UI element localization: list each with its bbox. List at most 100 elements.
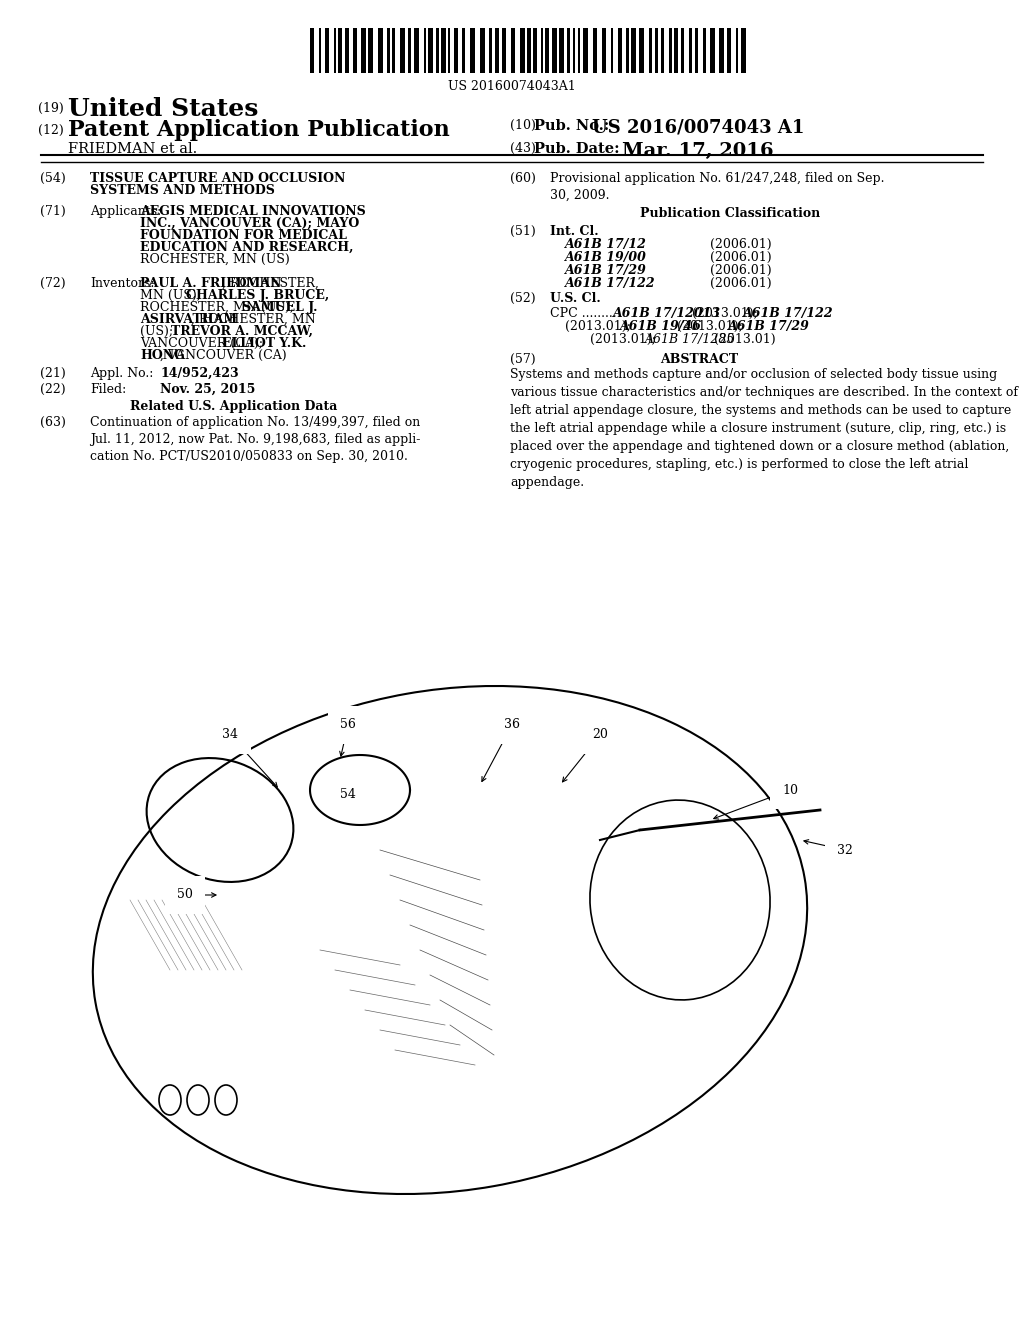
Bar	[573, 28, 575, 73]
Bar	[480, 28, 485, 73]
Text: TISSUE CAPTURE AND OCCLUSION: TISSUE CAPTURE AND OCCLUSION	[90, 172, 345, 185]
Bar	[695, 28, 698, 73]
Bar	[719, 28, 724, 73]
Text: ELLIOT Y.K.: ELLIOT Y.K.	[221, 337, 306, 350]
Text: 50: 50	[177, 888, 193, 902]
Text: ROCHESTER, MN (US);: ROCHESTER, MN (US);	[140, 301, 298, 314]
Text: 20: 20	[592, 729, 608, 742]
Text: Provisional application No. 61/247,248, filed on Sep.
30, 2009.: Provisional application No. 61/247,248, …	[550, 172, 885, 202]
Text: Systems and methods capture and/or occlusion of selected body tissue using vario: Systems and methods capture and/or occlu…	[510, 368, 1018, 488]
Text: (2006.01): (2006.01)	[710, 264, 772, 277]
Bar	[387, 28, 390, 73]
Text: US 2016/0074043 A1: US 2016/0074043 A1	[592, 119, 805, 137]
Text: (71): (71)	[40, 205, 66, 218]
Bar	[310, 28, 314, 73]
Bar	[319, 28, 321, 73]
Text: 32: 32	[837, 843, 853, 857]
Text: United States: United States	[68, 96, 258, 121]
Text: Related U.S. Application Data: Related U.S. Application Data	[130, 400, 337, 413]
Bar	[325, 28, 329, 73]
Bar	[378, 28, 383, 73]
Text: (2013.01);: (2013.01);	[688, 308, 762, 319]
Bar	[400, 28, 406, 73]
Text: (54): (54)	[40, 172, 66, 185]
Text: EDUCATION AND RESEARCH,: EDUCATION AND RESEARCH,	[140, 242, 353, 253]
Text: FOUNDATION FOR MEDICAL: FOUNDATION FOR MEDICAL	[140, 228, 347, 242]
Text: , ROCHESTER,: , ROCHESTER,	[221, 277, 318, 290]
Text: Inventors:: Inventors:	[90, 277, 155, 290]
Bar	[736, 28, 738, 73]
Text: (2006.01): (2006.01)	[710, 277, 772, 290]
Bar	[495, 28, 499, 73]
Bar	[611, 28, 613, 73]
Text: (57): (57)	[510, 352, 536, 366]
Bar	[462, 28, 465, 73]
Bar	[545, 28, 549, 73]
Text: (2013.01);: (2013.01);	[673, 319, 746, 333]
Text: A61B 17/122: A61B 17/122	[743, 308, 834, 319]
Text: FRIEDMAN et al.: FRIEDMAN et al.	[68, 143, 198, 156]
Bar	[710, 28, 715, 73]
Bar	[681, 28, 684, 73]
Text: MN (US);: MN (US);	[140, 289, 205, 302]
Text: (63): (63)	[40, 416, 66, 429]
Bar	[674, 28, 678, 73]
Text: 56: 56	[340, 718, 356, 731]
Text: Appl. No.:: Appl. No.:	[90, 367, 154, 380]
Bar	[593, 28, 597, 73]
Text: SAMUEL J.: SAMUEL J.	[242, 301, 317, 314]
Bar	[334, 28, 336, 73]
Bar	[534, 28, 537, 73]
Bar	[631, 28, 636, 73]
Bar	[552, 28, 557, 73]
Bar	[689, 28, 692, 73]
Text: 36: 36	[504, 718, 520, 731]
Bar	[618, 28, 622, 73]
Bar	[338, 28, 342, 73]
Text: US 20160074043A1: US 20160074043A1	[449, 81, 575, 92]
Text: (19): (19)	[38, 102, 63, 115]
Text: 34: 34	[222, 729, 238, 742]
Text: 10: 10	[782, 784, 798, 796]
Text: (2006.01): (2006.01)	[710, 251, 772, 264]
Bar	[454, 28, 458, 73]
Bar	[392, 28, 395, 73]
Text: Pub. Date:: Pub. Date:	[534, 143, 620, 156]
Text: , ROCHESTER, MN: , ROCHESTER, MN	[191, 313, 315, 326]
Bar	[428, 28, 433, 73]
Bar	[639, 28, 644, 73]
Text: SYSTEMS AND METHODS: SYSTEMS AND METHODS	[90, 183, 274, 197]
Text: TREVOR A. MCCAW,: TREVOR A. MCCAW,	[171, 325, 312, 338]
Bar	[741, 28, 746, 73]
Bar	[470, 28, 475, 73]
Text: Pub. No.:: Pub. No.:	[534, 119, 609, 133]
Text: A61B 17/122: A61B 17/122	[565, 277, 655, 290]
Bar	[559, 28, 564, 73]
Bar	[662, 28, 664, 73]
Text: VANCOUVER (CA);: VANCOUVER (CA);	[140, 337, 267, 350]
Text: (21): (21)	[40, 367, 66, 380]
Text: A61B 17/12: A61B 17/12	[565, 238, 647, 251]
Text: (2013.01);: (2013.01);	[565, 319, 635, 333]
Text: (2013.01);: (2013.01);	[590, 333, 659, 346]
Bar	[424, 28, 426, 73]
Text: (12): (12)	[38, 124, 63, 137]
Text: ROCHESTER, MN (US): ROCHESTER, MN (US)	[140, 253, 290, 267]
Text: A61B 19/46: A61B 19/46	[620, 319, 701, 333]
Text: (22): (22)	[40, 383, 66, 396]
Bar	[353, 28, 357, 73]
Bar	[520, 28, 525, 73]
Bar	[511, 28, 515, 73]
Bar	[361, 28, 366, 73]
Text: HONG: HONG	[140, 348, 184, 362]
Bar	[408, 28, 411, 73]
Bar	[602, 28, 606, 73]
Text: A61B 17/1285: A61B 17/1285	[645, 333, 735, 346]
Bar	[449, 28, 450, 73]
Bar	[368, 28, 373, 73]
Text: ABSTRACT: ABSTRACT	[660, 352, 738, 366]
Text: PAUL A. FRIEDMAN: PAUL A. FRIEDMAN	[140, 277, 282, 290]
Text: (2013.01): (2013.01)	[710, 333, 775, 346]
Text: (43): (43)	[510, 143, 536, 154]
Text: (US);: (US);	[140, 325, 177, 338]
